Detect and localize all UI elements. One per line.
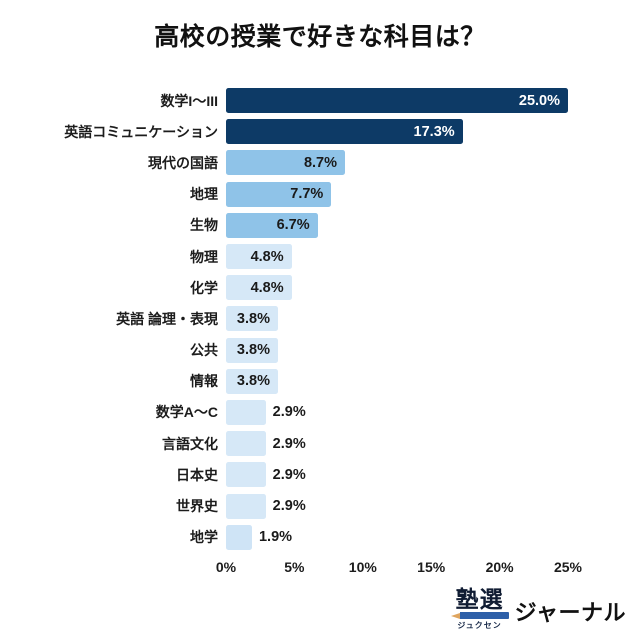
- x-axis: 0% 5% 10% 15% 20% 25%: [216, 559, 582, 579]
- bar-track: 7.7%: [226, 181, 631, 207]
- value-label: 4.8%: [250, 248, 284, 265]
- value-label: 25.0%: [518, 92, 560, 109]
- bar: 25.0%: [226, 88, 568, 114]
- bar-track: 3.8%: [226, 337, 631, 363]
- value-label: 1.9%: [258, 529, 293, 546]
- x-axis-tick-label: 20%: [485, 559, 514, 575]
- pencil-body-icon: [459, 612, 509, 619]
- bar-track: 8.7%: [226, 150, 631, 176]
- value-label: 2.9%: [272, 435, 306, 452]
- bar: 4.8%: [226, 244, 292, 270]
- category-label: 地理: [190, 186, 218, 203]
- bar: 3.8%: [226, 337, 278, 363]
- value-label: 4.8%: [250, 279, 284, 296]
- bar-track: 4.8%: [226, 275, 631, 301]
- bar: [226, 431, 266, 457]
- category-label: 数学I〜III: [160, 92, 218, 109]
- bar: 3.8%: [226, 368, 278, 394]
- bar-track: 3.8%: [226, 368, 631, 394]
- bar-track: 1.9%: [226, 524, 631, 550]
- chart-row: 数学I〜III 25.0%: [0, 85, 640, 116]
- category-label: 言語文化: [162, 435, 218, 452]
- x-axis-tick-label: 5%: [284, 559, 305, 575]
- chart-row: 情報 3.8%: [0, 366, 640, 397]
- value-label: 8.7%: [303, 154, 338, 171]
- bar-track: 3.8%: [226, 306, 631, 332]
- value-label: 6.7%: [276, 217, 310, 234]
- chart-row: 数学A〜C 2.9%: [0, 397, 640, 428]
- category-label: 数学A〜C: [155, 404, 218, 421]
- chart-row: 英語コミュニケーション 17.3%: [0, 116, 640, 147]
- chart-row: 地理 7.7%: [0, 179, 640, 210]
- chart-row: 世界史 2.9%: [0, 490, 640, 521]
- x-axis-tick-label: 0%: [215, 559, 237, 575]
- chart-row: 現代の国語 8.7%: [0, 147, 640, 178]
- pencil-icon: [450, 612, 509, 619]
- value-label: 3.8%: [236, 342, 270, 359]
- chart-row: 地学 1.9%: [0, 522, 640, 553]
- logo-furigana-text: ジュクセン: [457, 621, 502, 630]
- bar-track: 2.9%: [226, 399, 631, 425]
- value-label: 17.3%: [413, 123, 455, 140]
- bar-track: 6.7%: [226, 212, 631, 238]
- bar: 7.7%: [226, 181, 332, 207]
- bar-track: 4.8%: [226, 244, 631, 270]
- category-label: 地学: [190, 529, 218, 546]
- category-label: 公共: [190, 342, 218, 359]
- chart-row: 日本史 2.9%: [0, 459, 640, 490]
- bar-track: 17.3%: [226, 119, 631, 145]
- category-label: 現代の国語: [148, 154, 218, 171]
- category-label: 化学: [190, 279, 218, 296]
- x-axis-tick-label: 15%: [417, 559, 446, 575]
- bar-chart-plot-area: 数学I〜III 25.0% 英語コミュニケーション 17.3% 現代の国語 8.7% 地理 7…: [0, 85, 640, 553]
- chart-title: 高校の授業で好きな科目は？: [154, 23, 486, 51]
- chart-row: 言語文化 2.9%: [0, 428, 640, 459]
- x-axis-tick-label: 25%: [553, 559, 583, 575]
- category-label: 生物: [190, 217, 218, 234]
- bar: [226, 399, 266, 425]
- category-label: 英語 論理・表現: [116, 310, 218, 327]
- category-label: 物理: [190, 248, 218, 265]
- bar: [226, 493, 266, 519]
- chart-row: 物理 4.8%: [0, 241, 640, 272]
- bar-track: 2.9%: [226, 462, 631, 488]
- bar: 17.3%: [226, 119, 463, 145]
- bar: 8.7%: [226, 150, 346, 176]
- category-label: 世界史: [176, 498, 218, 515]
- value-label: 2.9%: [272, 498, 306, 515]
- bar: 4.8%: [226, 275, 292, 301]
- category-label: 日本史: [176, 466, 218, 483]
- bar: [226, 524, 252, 550]
- logo-brand-text: 塾選: [455, 586, 504, 612]
- value-label: 3.8%: [236, 373, 270, 390]
- value-label: 3.8%: [236, 310, 270, 327]
- value-label: 2.9%: [272, 404, 306, 421]
- category-label: 英語コミュニケーション: [64, 123, 218, 140]
- logo-suffix-text: ジャーナル: [514, 600, 626, 625]
- bar: 6.7%: [226, 212, 318, 238]
- bar: [226, 462, 266, 488]
- value-label: 7.7%: [290, 186, 324, 203]
- pencil-tip-icon: [450, 612, 460, 619]
- chart-row: 英語 論理・表現 3.8%: [0, 303, 640, 334]
- category-label: 情報: [190, 373, 218, 390]
- value-label: 2.9%: [272, 466, 306, 483]
- chart-row: 生物 6.7%: [0, 210, 640, 241]
- bar: 3.8%: [226, 306, 278, 332]
- bar-track: 2.9%: [226, 431, 631, 457]
- logo-brand-block: 塾選 ジュクセン: [450, 586, 509, 631]
- chart-row: 化学 4.8%: [0, 272, 640, 303]
- bar-track: 25.0%: [226, 88, 631, 114]
- site-logo: 塾選 ジュクセン ジャーナル: [450, 586, 626, 631]
- bar-track: 2.9%: [226, 493, 631, 519]
- chart-row: 公共 3.8%: [0, 335, 640, 366]
- x-axis-tick-label: 10%: [348, 559, 377, 575]
